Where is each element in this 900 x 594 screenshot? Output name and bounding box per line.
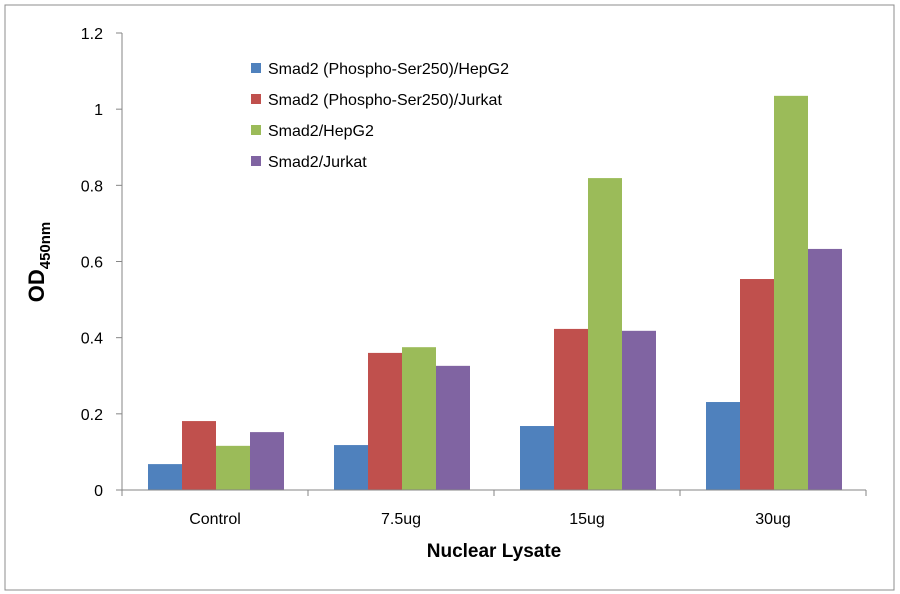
y-axis-title-main: OD — [24, 269, 49, 302]
y-axis-title-group: OD450nm — [24, 222, 54, 303]
legend-swatch — [251, 63, 261, 73]
bar — [554, 328, 588, 490]
bar — [808, 248, 842, 490]
legend-swatch — [251, 125, 261, 135]
bar — [774, 95, 808, 491]
legend-swatch — [251, 156, 261, 166]
x-tick-label: Control — [189, 511, 241, 528]
bar — [436, 365, 470, 490]
y-tick-label: 1.2 — [81, 26, 103, 43]
bar — [740, 279, 774, 490]
y-tick-label: 1 — [94, 102, 103, 119]
bar — [368, 352, 402, 490]
legend-swatch — [251, 94, 261, 104]
x-tick-label: 7.5ug — [381, 511, 421, 528]
bar — [182, 421, 216, 490]
y-axis-title-subscript: 450nm — [37, 222, 54, 270]
bar — [334, 445, 368, 490]
x-axis-title: Nuclear Lysate — [427, 541, 561, 562]
y-tick-label: 0.4 — [81, 331, 103, 348]
bar — [402, 347, 436, 490]
bar — [622, 330, 656, 490]
chart-border — [4, 4, 895, 591]
bar — [706, 402, 740, 490]
bar — [588, 178, 622, 490]
bar — [216, 445, 250, 490]
x-tick-label: 15ug — [569, 511, 605, 528]
bar — [520, 426, 554, 490]
bar — [148, 464, 182, 490]
y-axis-title: OD450nm — [24, 222, 54, 303]
y-tick-label: 0 — [94, 483, 103, 500]
y-tick-label: 0.6 — [81, 255, 103, 272]
bar — [250, 432, 284, 490]
legend-label: Smad2/HepG2 — [268, 123, 374, 140]
legend-label: Smad2 (Phospho-Ser250)/Jurkat — [268, 92, 502, 109]
legend-label: Smad2 (Phospho-Ser250)/HepG2 — [268, 61, 509, 78]
legend-label: Smad2/Jurkat — [268, 154, 367, 171]
y-tick-label: 0.8 — [81, 178, 103, 195]
x-tick-label: 30ug — [755, 511, 791, 528]
y-tick-label: 0.2 — [81, 407, 103, 424]
